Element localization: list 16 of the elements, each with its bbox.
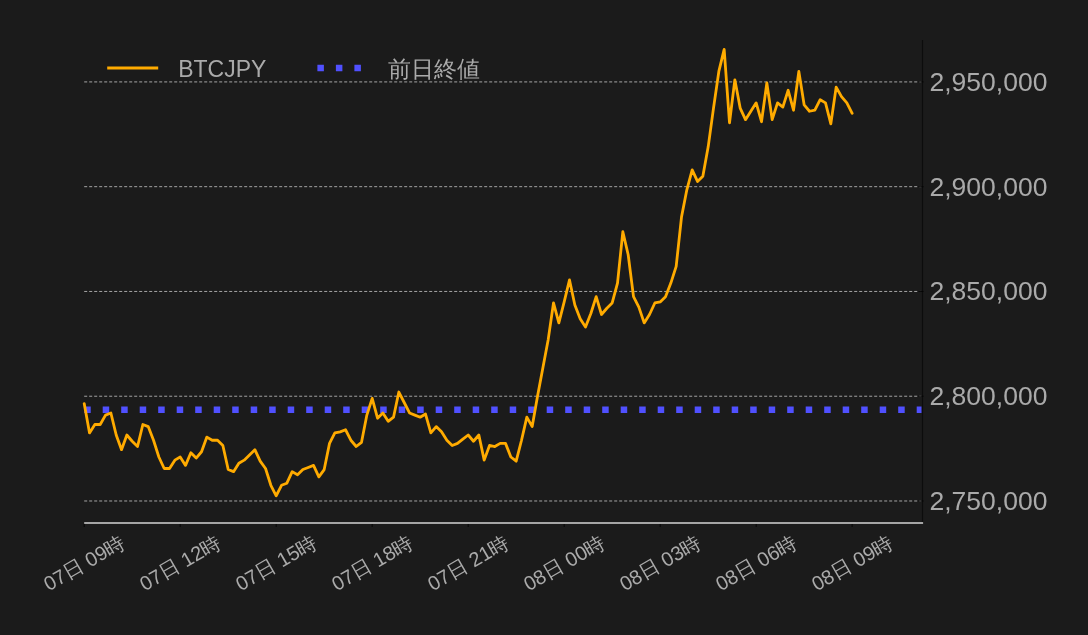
x-tick-label: 08日 03時 [615,530,705,596]
x-tick-label: 07日 21時 [423,530,513,596]
x-tick-label: 08日 06時 [711,530,801,596]
x-tick-label: 07日 15時 [231,530,321,596]
legend-label: BTCJPY [178,56,267,82]
x-tick-label: 08日 00時 [519,530,609,596]
x-tick-label: 07日 18時 [327,530,417,596]
y-tick-label: 2,800,000 [929,381,1048,412]
x-tick-label: 07日 09時 [39,530,129,596]
y-tick-label: 2,750,000 [929,486,1048,516]
x-tick-label: 08日 09時 [807,530,897,596]
y-tick-label: 2,850,000 [929,276,1048,307]
x-tick-label: 07日 12時 [135,530,225,596]
legend-label: 前日終値 [388,56,481,82]
y-tick-label: 2,950,000 [929,66,1048,97]
y-tick-label: 2,900,000 [929,171,1048,202]
